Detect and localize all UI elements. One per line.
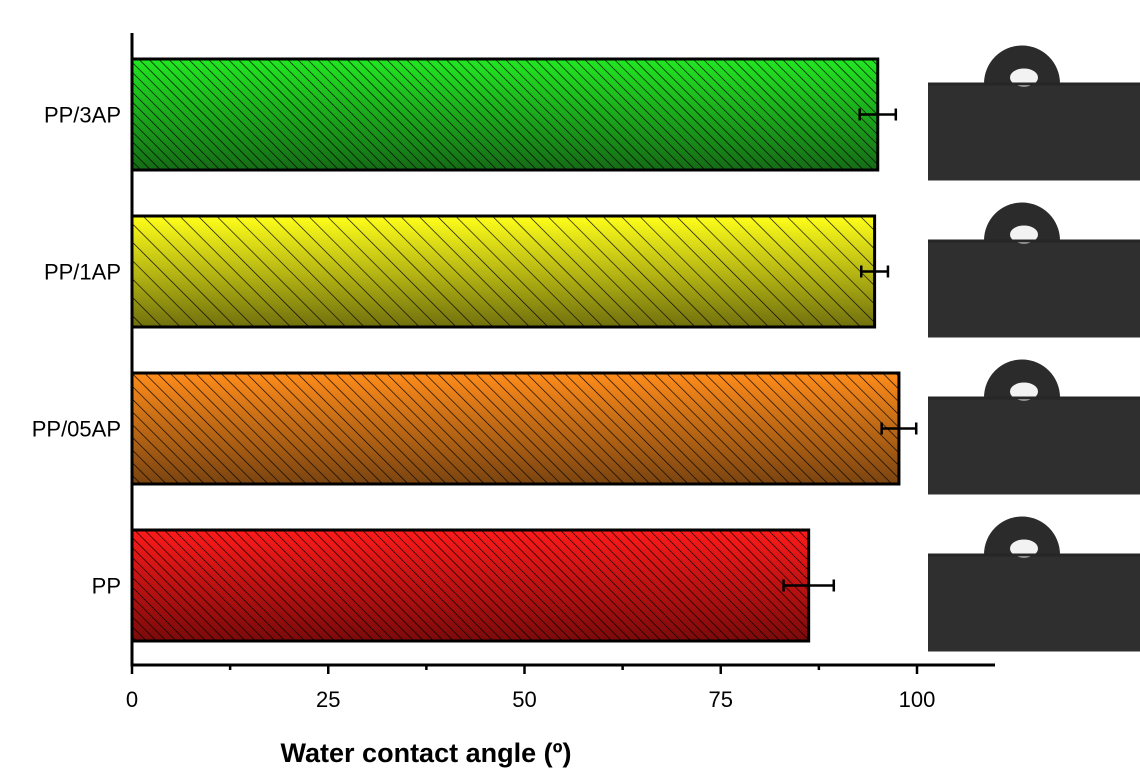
- bars-layer: [130, 57, 901, 643]
- droplet-photos: [928, 33, 1140, 652]
- category-label-pp05ap: PP/05AP: [32, 417, 121, 442]
- error-bar-pp1ap: [860, 265, 890, 278]
- x-tick-label: 25: [316, 687, 340, 712]
- error-bar-pp05ap: [880, 422, 918, 435]
- x-tick-label: 0: [126, 687, 138, 712]
- category-label-pp3ap: PP/3AP: [44, 103, 121, 128]
- error-bars-layer: [782, 108, 918, 592]
- x-axis: 0 25 50 75 100: [126, 33, 995, 712]
- x-tick-label: 75: [709, 687, 733, 712]
- droplet-photo-pp05ap: [928, 347, 1140, 495]
- droplet-photo-pp1ap: [928, 190, 1140, 338]
- category-label-pp: PP: [92, 574, 121, 599]
- x-axis-title: Water contact angle (º): [281, 738, 572, 768]
- droplet-photo-pp: [928, 504, 1140, 652]
- bar-hatch-pp1ap: [130, 214, 877, 329]
- x-tick-label: 50: [512, 687, 536, 712]
- x-tick-label: 100: [899, 687, 936, 712]
- bar-hatch-pp3ap: [130, 57, 880, 172]
- bar-hatch-pp: [130, 528, 811, 643]
- category-label-pp1ap: PP/1AP: [44, 260, 121, 285]
- error-bar-pp: [782, 579, 836, 592]
- bar-hatch-pp05ap: [130, 371, 901, 486]
- category-labels: PP PP/05AP PP/1AP PP/3AP: [32, 103, 121, 599]
- droplet-photo-pp3ap: [928, 33, 1140, 181]
- error-bar-pp3ap: [858, 108, 898, 121]
